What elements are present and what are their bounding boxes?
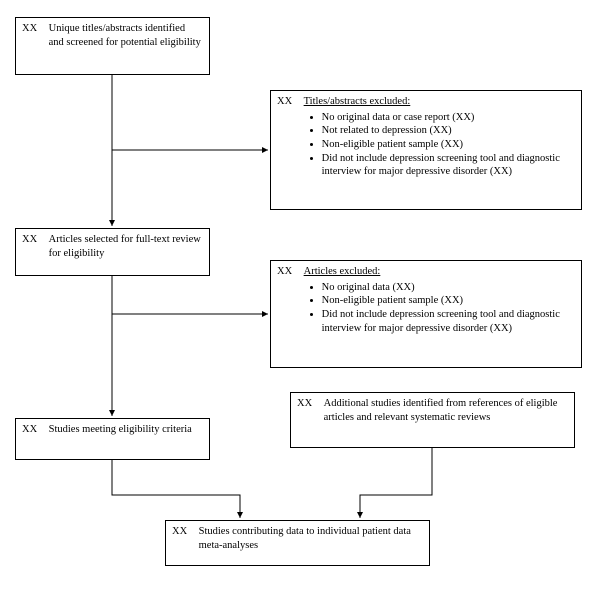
node-additional: XX Additional studies identified from re…	[290, 392, 575, 448]
node-titles-excluded: XX Titles/abstracts excluded: No origina…	[270, 90, 582, 210]
node-count: XX	[277, 265, 301, 279]
bullet-list: No original data (XX) Non-eligible patie…	[304, 281, 574, 336]
node-count: XX	[277, 95, 301, 109]
list-item: Did not include depression screening too…	[322, 152, 574, 179]
node-text: Studies contributing data to individual …	[199, 525, 422, 552]
arrow	[360, 448, 432, 518]
node-heading: Titles/abstracts excluded:	[304, 96, 411, 107]
node-articles-excluded: XX Articles excluded: No original data (…	[270, 260, 582, 368]
list-item: Non-eligible patient sample (XX)	[322, 294, 574, 308]
node-count: XX	[22, 423, 46, 437]
list-item: No original data or case report (XX)	[322, 111, 574, 125]
node-count: XX	[22, 233, 46, 247]
node-identified: XX Unique titles/abstracts identified an…	[15, 17, 210, 75]
node-text: Articles selected for full-text review f…	[49, 233, 202, 260]
node-text: Titles/abstracts excluded: No original d…	[304, 95, 574, 179]
node-fulltext-review: XX Articles selected for full-text revie…	[15, 228, 210, 276]
bullet-list: No original data or case report (XX) Not…	[304, 111, 574, 179]
node-text: Articles excluded: No original data (XX)…	[304, 265, 574, 335]
node-count: XX	[22, 22, 46, 36]
node-text: Studies meeting eligibility criteria	[49, 423, 202, 437]
list-item: No original data (XX)	[322, 281, 574, 295]
list-item: Not related to depression (XX)	[322, 124, 574, 138]
arrow	[112, 460, 240, 518]
node-contributing: XX Studies contributing data to individu…	[165, 520, 430, 566]
node-eligible: XX Studies meeting eligibility criteria	[15, 418, 210, 460]
node-text: Additional studies identified from refer…	[324, 397, 567, 424]
node-text: Unique titles/abstracts identified and s…	[49, 22, 202, 49]
list-item: Non-eligible patient sample (XX)	[322, 138, 574, 152]
node-heading: Articles excluded:	[304, 266, 381, 277]
node-count: XX	[172, 525, 196, 539]
node-count: XX	[297, 397, 321, 411]
list-item: Did not include depression screening too…	[322, 308, 574, 335]
